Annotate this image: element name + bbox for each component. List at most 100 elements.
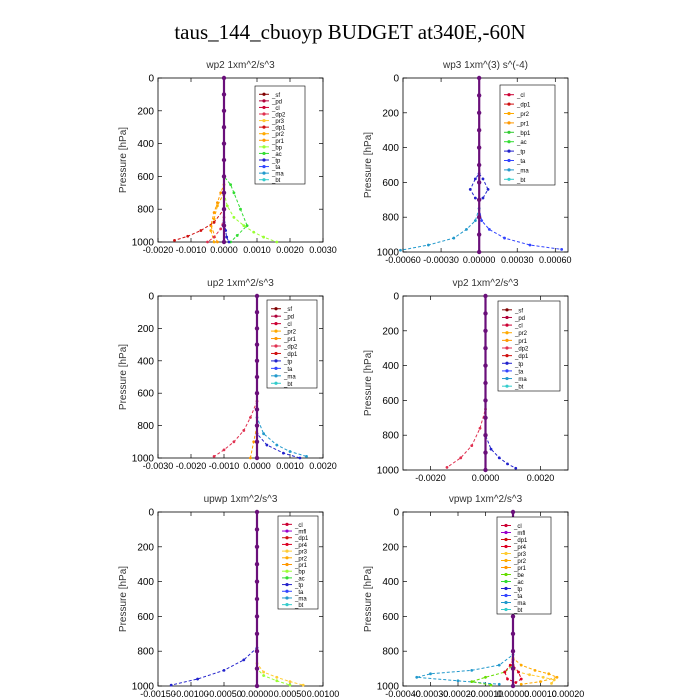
data-point-total <box>221 108 227 114</box>
x-tick-label: 0.0020 <box>527 473 555 483</box>
x-tick-label: -0.0010 <box>209 461 240 471</box>
x-tick-label: 0.0000 <box>210 245 238 255</box>
legend-entry: _ma <box>294 596 307 602</box>
data-point-be <box>470 680 474 684</box>
data-point-dp2 <box>478 426 482 430</box>
panel-vp2: vp2 1xm^2/s^3 Pressure [hPa] 0 200 400 600 800… <box>363 278 569 483</box>
data-point-tp <box>473 177 477 181</box>
panel-title: vpwp 1xm^2/s^3 <box>449 494 523 505</box>
series-line-dp2 <box>446 296 486 468</box>
legend-marker <box>285 529 289 533</box>
legend-marker <box>285 569 289 573</box>
legend-marker <box>507 158 511 163</box>
y-tick-label: 200 <box>137 324 154 335</box>
legend-entry: _ta <box>271 165 281 171</box>
data-point-total <box>254 649 260 654</box>
x-tick-label: 0.0030 <box>309 245 337 255</box>
legend-marker <box>505 354 509 358</box>
legend-entry: _pr1 <box>514 339 528 345</box>
data-point-total <box>476 128 482 133</box>
y-axis-label: Pressure [hPa] <box>118 127 129 193</box>
data-point-tp <box>265 443 269 447</box>
data-point-total <box>254 358 260 363</box>
legend-entry: _tp <box>514 362 524 368</box>
x-tick-label: -0.00010 <box>468 689 504 699</box>
panel-vpwp: vpwp 1xm^2/s^3 Pressure [hPa] 0 200 400 600 80… <box>363 494 584 699</box>
y-tick-label: 400 <box>382 361 399 372</box>
data-point-total <box>221 157 227 163</box>
legend-entry: _ta <box>294 590 304 596</box>
y-tick-label: 0 <box>393 508 399 519</box>
data-point-dp2 <box>470 444 474 448</box>
legend-entry: _cl <box>271 106 280 112</box>
data-point-pr2 <box>519 663 523 667</box>
series-line-ac <box>223 78 248 243</box>
data-point-total <box>254 293 260 299</box>
x-tick-label: -0.00030 <box>413 689 449 699</box>
x-tick-label: 0.00100 <box>307 689 340 699</box>
legend-entry: _cl <box>294 523 303 529</box>
legend-marker <box>285 589 289 593</box>
series-line-dp2 <box>207 78 225 243</box>
legend-entry: _be <box>513 573 525 579</box>
data-point-tp <box>222 668 226 672</box>
legend-marker <box>285 562 289 567</box>
data-point-ma <box>497 663 501 667</box>
legend-entry: _pr3 <box>513 552 527 558</box>
data-point-pr4 <box>508 663 512 667</box>
legend-entry: _dp1 <box>283 352 298 358</box>
series-line-pr2 <box>512 512 559 685</box>
data-point-total <box>254 342 260 347</box>
data-point-pr3 <box>541 675 545 679</box>
data-point-total <box>483 467 488 473</box>
data-point-total <box>254 407 260 412</box>
x-tick-label: 0.00000 <box>463 255 496 265</box>
y-tick-label: 1000 <box>377 682 400 693</box>
data-point-total <box>221 125 227 130</box>
data-point-tp <box>497 456 501 460</box>
data-point-tp <box>282 451 285 455</box>
legend-marker <box>274 374 278 378</box>
legend-entry: _bt <box>513 608 523 614</box>
x-tick-label: -0.00150 <box>140 689 176 699</box>
y-tick-label: 0 <box>393 74 399 85</box>
data-point-total <box>476 215 482 220</box>
legend-entry: _sf <box>283 307 292 313</box>
data-point-tp <box>468 187 472 191</box>
y-axis-label: Pressure [hPa] <box>118 344 129 410</box>
y-tick-label: 400 <box>137 139 154 150</box>
legend-entry: _pr2 <box>514 331 528 337</box>
legend-marker <box>262 178 266 182</box>
data-point-tp <box>486 187 490 191</box>
legend-marker <box>285 603 289 607</box>
data-point-dp1 <box>199 229 203 232</box>
data-point-pr3 <box>528 673 531 677</box>
x-tick-label: -0.0020 <box>415 473 446 483</box>
data-point-ma <box>305 454 308 458</box>
x-tick-label: 0.0020 <box>309 461 337 471</box>
data-point-dp2 <box>212 235 216 239</box>
legend-marker <box>507 121 511 125</box>
data-point-total <box>254 527 260 532</box>
legend-marker <box>274 307 278 311</box>
data-point-be <box>489 683 493 687</box>
legend-marker <box>505 315 509 320</box>
y-tick-label: 0 <box>148 74 154 85</box>
legend-entry: _ma <box>516 168 529 174</box>
legend-marker <box>274 366 278 370</box>
legend-entry: _bp1 <box>516 131 531 137</box>
legend-entry: _ac <box>271 152 282 158</box>
data-point-tp <box>196 677 200 681</box>
legend-entry: _tp <box>283 359 293 365</box>
data-point-pr2 <box>212 217 216 221</box>
legend-marker <box>274 359 278 363</box>
data-point-total <box>483 328 488 333</box>
legend-marker <box>505 331 509 335</box>
legend-marker <box>274 329 278 333</box>
data-point-dp2 <box>219 227 223 231</box>
legend-marker <box>505 323 509 327</box>
data-point-pr1 <box>219 191 223 195</box>
legend-entry: _dp2 <box>271 113 286 119</box>
legend-entry: _bt <box>283 382 293 388</box>
